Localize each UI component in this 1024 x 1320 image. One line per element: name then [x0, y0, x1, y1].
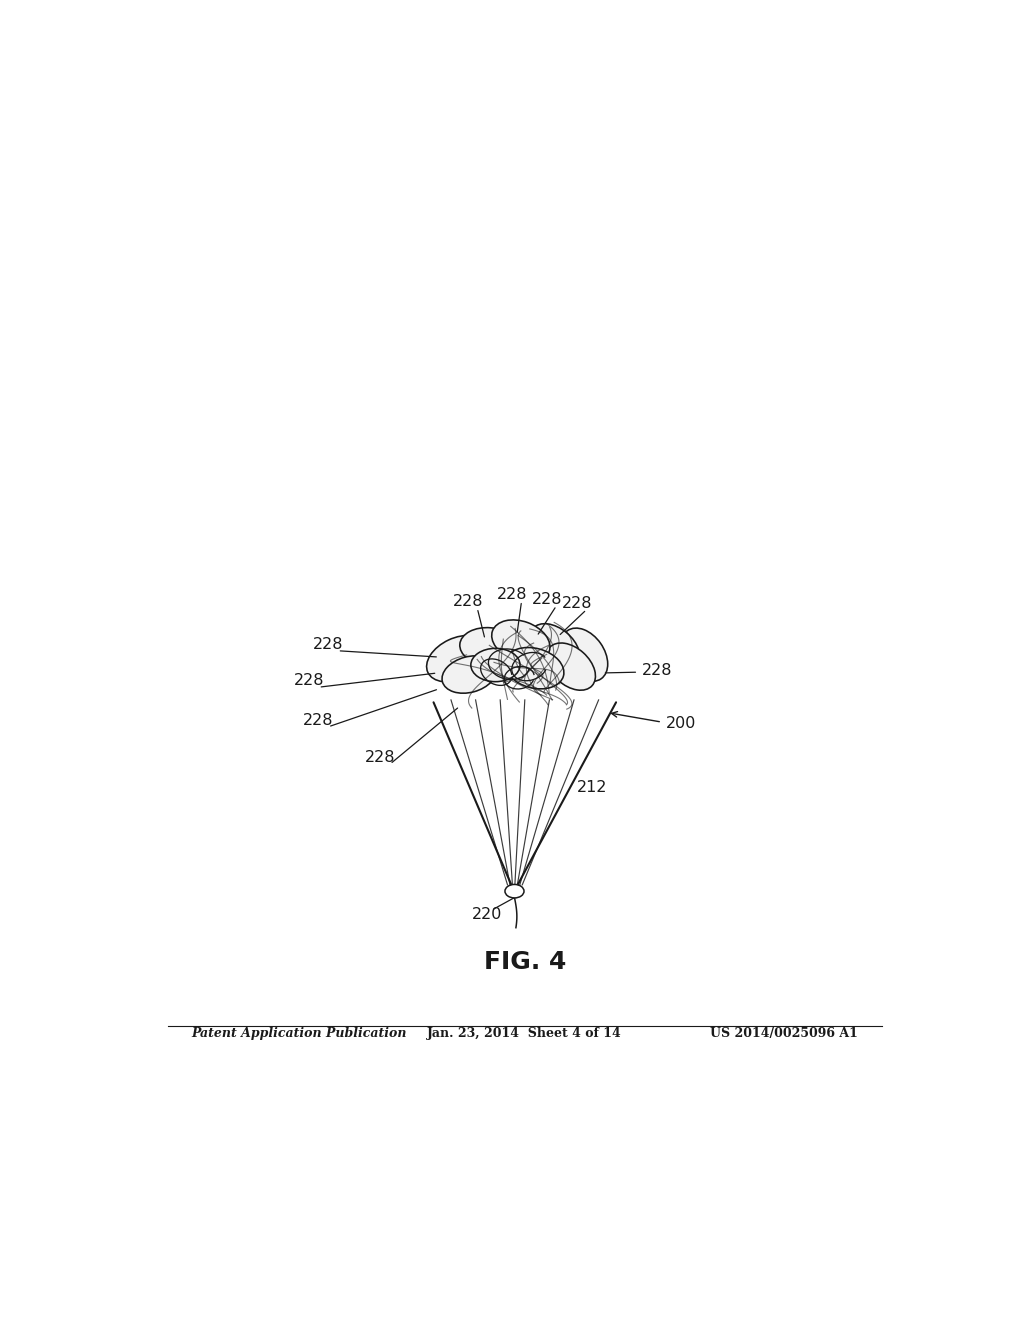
Text: 228: 228: [453, 594, 483, 609]
Text: 220: 220: [472, 907, 503, 921]
Text: Jan. 23, 2014  Sheet 4 of 14: Jan. 23, 2014 Sheet 4 of 14: [427, 1027, 623, 1040]
Text: 228: 228: [531, 591, 562, 607]
Ellipse shape: [530, 623, 580, 669]
Text: 200: 200: [666, 717, 696, 731]
Ellipse shape: [460, 627, 518, 665]
Text: Patent Application Publication: Patent Application Publication: [191, 1027, 407, 1040]
Ellipse shape: [442, 656, 497, 693]
Text: 212: 212: [577, 780, 607, 795]
Text: US 2014/0025096 A1: US 2014/0025096 A1: [711, 1027, 858, 1040]
Ellipse shape: [427, 635, 488, 682]
Text: 228: 228: [642, 663, 673, 678]
Ellipse shape: [505, 648, 564, 689]
Text: 228: 228: [562, 595, 593, 611]
Ellipse shape: [561, 628, 607, 681]
Ellipse shape: [471, 648, 520, 681]
Text: 228: 228: [366, 750, 395, 766]
Text: 228: 228: [497, 587, 527, 602]
Ellipse shape: [505, 884, 524, 898]
Text: 228: 228: [303, 713, 334, 729]
Text: FIG. 4: FIG. 4: [483, 950, 566, 974]
Ellipse shape: [546, 643, 595, 690]
Text: 228: 228: [312, 636, 343, 652]
Ellipse shape: [492, 620, 550, 663]
Text: 228: 228: [294, 673, 325, 689]
